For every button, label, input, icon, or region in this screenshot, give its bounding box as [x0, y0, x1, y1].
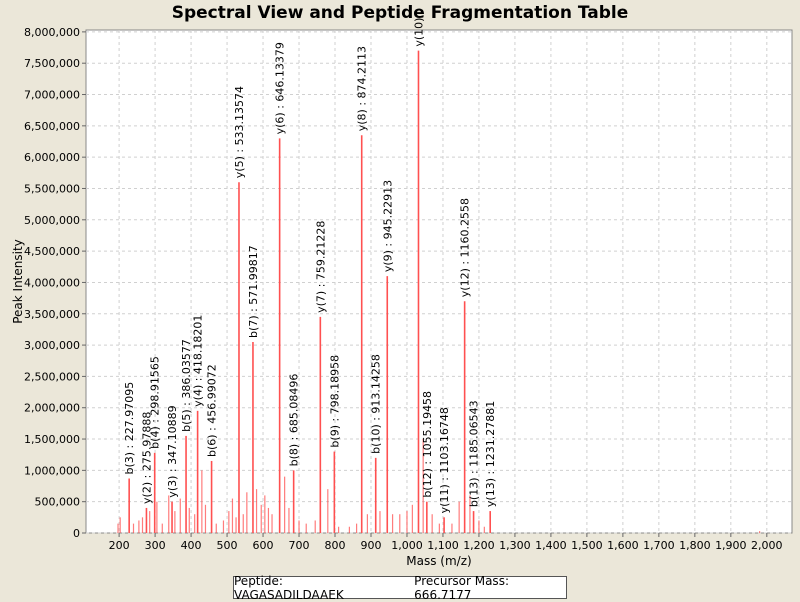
x-tick-label: 300 [145, 539, 166, 552]
peak-label: b(8) : 685.08496 [288, 374, 301, 467]
y-tick-label: 3,500,000 [24, 308, 80, 321]
legend-peptide: Peptide: VAGASADILDAAEK [234, 573, 344, 602]
peak-label: y(7) : 759.21228 [314, 221, 327, 313]
x-tick-label: 1,300 [499, 539, 531, 552]
x-tick-label: 1,200 [463, 539, 495, 552]
peak-label: b(12) : 1055.19458 [421, 391, 434, 498]
peak-label: b(6) : 456.99072 [206, 364, 219, 457]
peak-label: b(3) : 227.97095 [123, 382, 136, 475]
y-axis-label: Peak Intensity [11, 239, 25, 324]
legend-precursor: Precursor Mass: 666.7177 [414, 573, 509, 602]
x-tick-label: 600 [253, 539, 274, 552]
peak-label: b(10) : 913.14258 [370, 354, 383, 454]
y-tick-label: 3,000,000 [24, 339, 80, 352]
peak-label: y(3) : 347.10889 [166, 405, 179, 497]
y-tick-label: 5,500,000 [24, 182, 80, 195]
x-tick-label: 1,400 [535, 539, 567, 552]
peak-label: y(9) : 945.22913 [381, 180, 394, 272]
x-tick-label: 2,000 [751, 539, 783, 552]
peak-label: b(13) : 1185.06543 [468, 400, 481, 507]
y-tick-label: 4,500,000 [24, 245, 80, 258]
y-tick-label: 2,500,000 [24, 370, 80, 383]
y-tick-label: 0 [73, 527, 80, 540]
x-tick-label: 700 [289, 539, 310, 552]
x-tick-label: 500 [217, 539, 238, 552]
y-tick-label: 6,000,000 [24, 151, 80, 164]
x-tick-label: 1,500 [571, 539, 603, 552]
x-tick-label: 1,600 [607, 539, 639, 552]
peak-label: y(8) : 874.2113 [356, 46, 369, 131]
x-tick-label: 900 [360, 539, 381, 552]
y-tick-label: 5,000,000 [24, 214, 80, 227]
peak-label: b(9) : 798.18958 [328, 355, 341, 448]
x-tick-label: 1,900 [715, 539, 747, 552]
peak-label: y(2) : 275.97888 [140, 412, 153, 504]
x-tick-label: 400 [181, 539, 202, 552]
x-tick-label: 1,100 [427, 539, 459, 552]
peak-label: y(13) : 1231.27881 [484, 401, 497, 507]
y-tick-label: 6,500,000 [24, 120, 80, 133]
plot-area [85, 29, 793, 534]
y-tick-label: 2,000,000 [24, 402, 80, 415]
x-tick-label: 800 [325, 539, 346, 552]
y-tick-label: 4,000,000 [24, 276, 80, 289]
peak-label: y(5) : 533.13574 [233, 86, 246, 178]
peak-label: b(4) : 298.91565 [149, 356, 162, 449]
x-tick-label: 1,800 [679, 539, 711, 552]
x-axis-label: Mass (m/z) [406, 554, 471, 568]
y-tick-label: 8,000,000 [24, 26, 80, 39]
y-tick-label: 1,500,000 [24, 433, 80, 446]
peak-label: b(5) : 386.03577 [180, 339, 193, 432]
y-tick-label: 7,000,000 [24, 89, 80, 102]
peak-label: b(7) : 571.99817 [247, 245, 260, 338]
chart-title: Spectral View and Peptide Fragmentation … [171, 3, 629, 23]
peak-label: y(10) [412, 18, 425, 47]
x-tick-label: 1,000 [391, 539, 423, 552]
y-tick-label: 1,000,000 [24, 464, 80, 477]
y-tick-label: 500,000 [35, 496, 81, 509]
x-tick-label: 200 [109, 539, 130, 552]
legend: Peptide: VAGASADILDAAEK Precursor Mass: … [233, 573, 567, 602]
peak-label: y(6) : 646.13379 [274, 42, 287, 134]
y-tick-label: 7,500,000 [24, 57, 80, 70]
peak-label: y(4) : 418.18201 [192, 315, 205, 407]
peak-label: y(12) : 1160.2558 [459, 198, 472, 297]
x-tick-label: 1,700 [643, 539, 675, 552]
peak-label: y(11) : 1103.16748 [438, 407, 451, 513]
